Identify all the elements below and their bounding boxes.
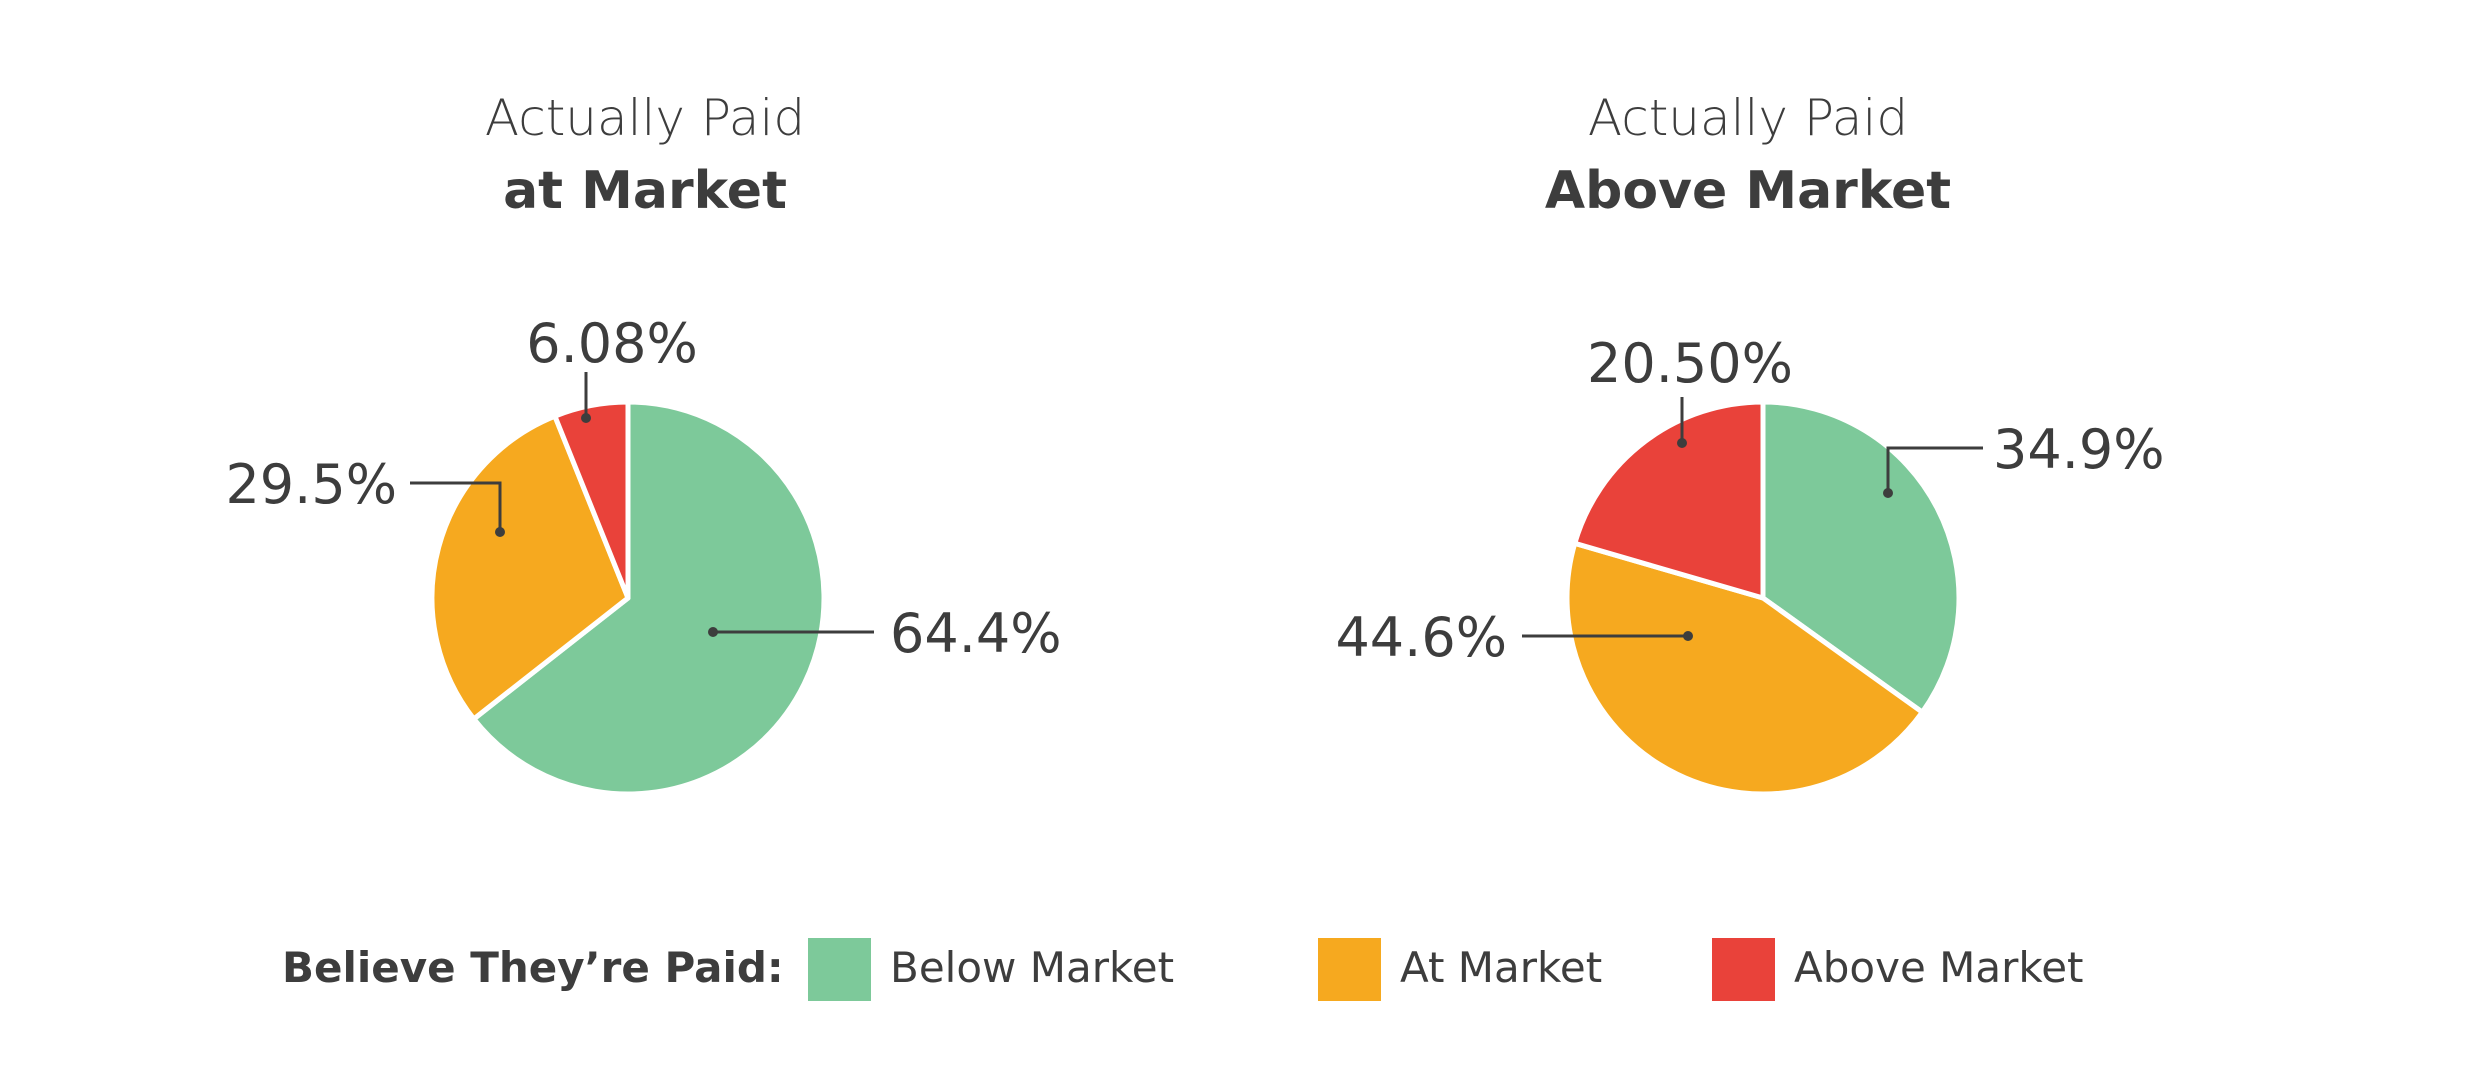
pie-chart-above-market: 34.9% 44.6% 20.50% xyxy=(1335,332,2165,797)
chart2-title-line1: Actually Paid xyxy=(1588,89,1908,147)
legend-label-below-market: Below Market xyxy=(890,943,1174,992)
pie-chart-at-market: 64.4% 29.5% 6.08% xyxy=(225,312,1062,797)
pie-slice-below-market xyxy=(471,399,827,797)
data-label-below-market: 64.4% xyxy=(890,602,1062,665)
data-label-at-market: 44.6% xyxy=(1335,606,1507,669)
data-label-below-market: 34.9% xyxy=(1993,418,2165,481)
pie-slice-above-market xyxy=(552,399,631,601)
callout-dot-above-market xyxy=(581,413,591,423)
legend-swatch-above-market xyxy=(1712,938,1775,1001)
legend-title: Believe They’re Paid: xyxy=(282,943,784,992)
callout-dot-at-market xyxy=(1683,631,1693,641)
chart1-title-line2: at Market xyxy=(503,161,787,221)
legend-swatch-at-market xyxy=(1318,938,1381,1001)
data-label-at-market: 29.5% xyxy=(225,453,397,516)
chart1-title-line1: Actually Paid xyxy=(485,89,805,147)
legend-label-above-market: Above Market xyxy=(1794,943,2084,992)
legend-swatch-below-market xyxy=(808,938,871,1001)
data-label-above-market: 6.08% xyxy=(526,312,698,375)
pie-slice-at-market xyxy=(1564,540,1925,797)
pie-slice-above-market xyxy=(1572,399,1766,601)
pie-slice-below-market xyxy=(1760,399,1962,715)
callout-dot-below-market xyxy=(1883,488,1893,498)
callout-line-below-market xyxy=(1886,446,1983,493)
callout-dot-above-market xyxy=(1677,438,1687,448)
data-label-above-market: 20.50% xyxy=(1587,332,1793,395)
legend: Believe They’re Paid: Below Market At Ma… xyxy=(282,938,2084,1001)
callout-line-at-market xyxy=(410,481,502,532)
chart2-title-line2: Above Market xyxy=(1545,161,1951,221)
pie-slice-at-market xyxy=(429,413,631,722)
callout-dot-at-market xyxy=(495,527,505,537)
callout-dot-below-market xyxy=(708,627,718,637)
legend-label-at-market: At Market xyxy=(1400,943,1602,992)
